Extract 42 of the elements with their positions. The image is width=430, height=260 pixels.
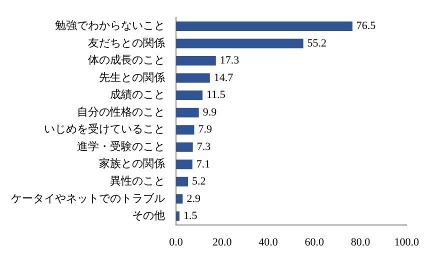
bar: [176, 90, 203, 100]
y-tick-label: ケータイやネットでのトラブル: [11, 192, 165, 205]
bar: [176, 21, 352, 31]
x-tick-label: 0.0: [169, 236, 184, 248]
y-tick-label: 体の成長のこと: [88, 54, 165, 67]
data-label: 7.3: [196, 140, 212, 153]
data-label: 55.2: [307, 37, 327, 50]
bar: [176, 56, 216, 66]
bar: [176, 176, 188, 186]
data-label: 9.9: [202, 106, 218, 118]
data-label: 14.7: [214, 72, 234, 84]
data-label: 76.5: [356, 20, 376, 32]
data-label: 7.1: [196, 158, 210, 170]
y-tick-label: 先生との関係: [99, 70, 165, 84]
bar: [176, 142, 193, 152]
y-tick-label: 友だちとの関係: [88, 36, 165, 50]
x-tick-label: 40.0: [258, 236, 278, 248]
bar: [176, 38, 304, 48]
y-tick-label: 家族との関係: [99, 157, 165, 170]
x-tick-label: 20.0: [212, 236, 232, 248]
y-tick-label: その他: [132, 209, 165, 222]
y-tick-label: 成績のこと: [110, 88, 165, 102]
y-tick-label: 進学・受験のこと: [77, 140, 165, 153]
y-tick-label: 自分の性格のこと: [77, 105, 165, 118]
bar: [176, 125, 194, 135]
y-tick-label: いじめを受けていること: [44, 122, 165, 136]
bar: [176, 108, 199, 118]
bar: [176, 160, 192, 170]
y-tick-label: 勉強でわからないこと: [55, 19, 165, 32]
x-tick-label: 100.0: [394, 236, 420, 248]
bar: [176, 211, 180, 221]
y-tick-label: 異性のこと: [110, 174, 165, 188]
bar: [176, 73, 210, 83]
x-tick-label: 60.0: [304, 236, 324, 248]
x-tick-label: 80.0: [350, 236, 371, 248]
bar: [176, 194, 183, 204]
data-label: 7.9: [198, 124, 212, 136]
data-label: 11.5: [206, 89, 226, 102]
data-label: 2.9: [186, 192, 201, 205]
data-label: 17.3: [220, 54, 240, 67]
data-label: 5.2: [192, 176, 206, 188]
data-label: 1.5: [183, 210, 198, 222]
